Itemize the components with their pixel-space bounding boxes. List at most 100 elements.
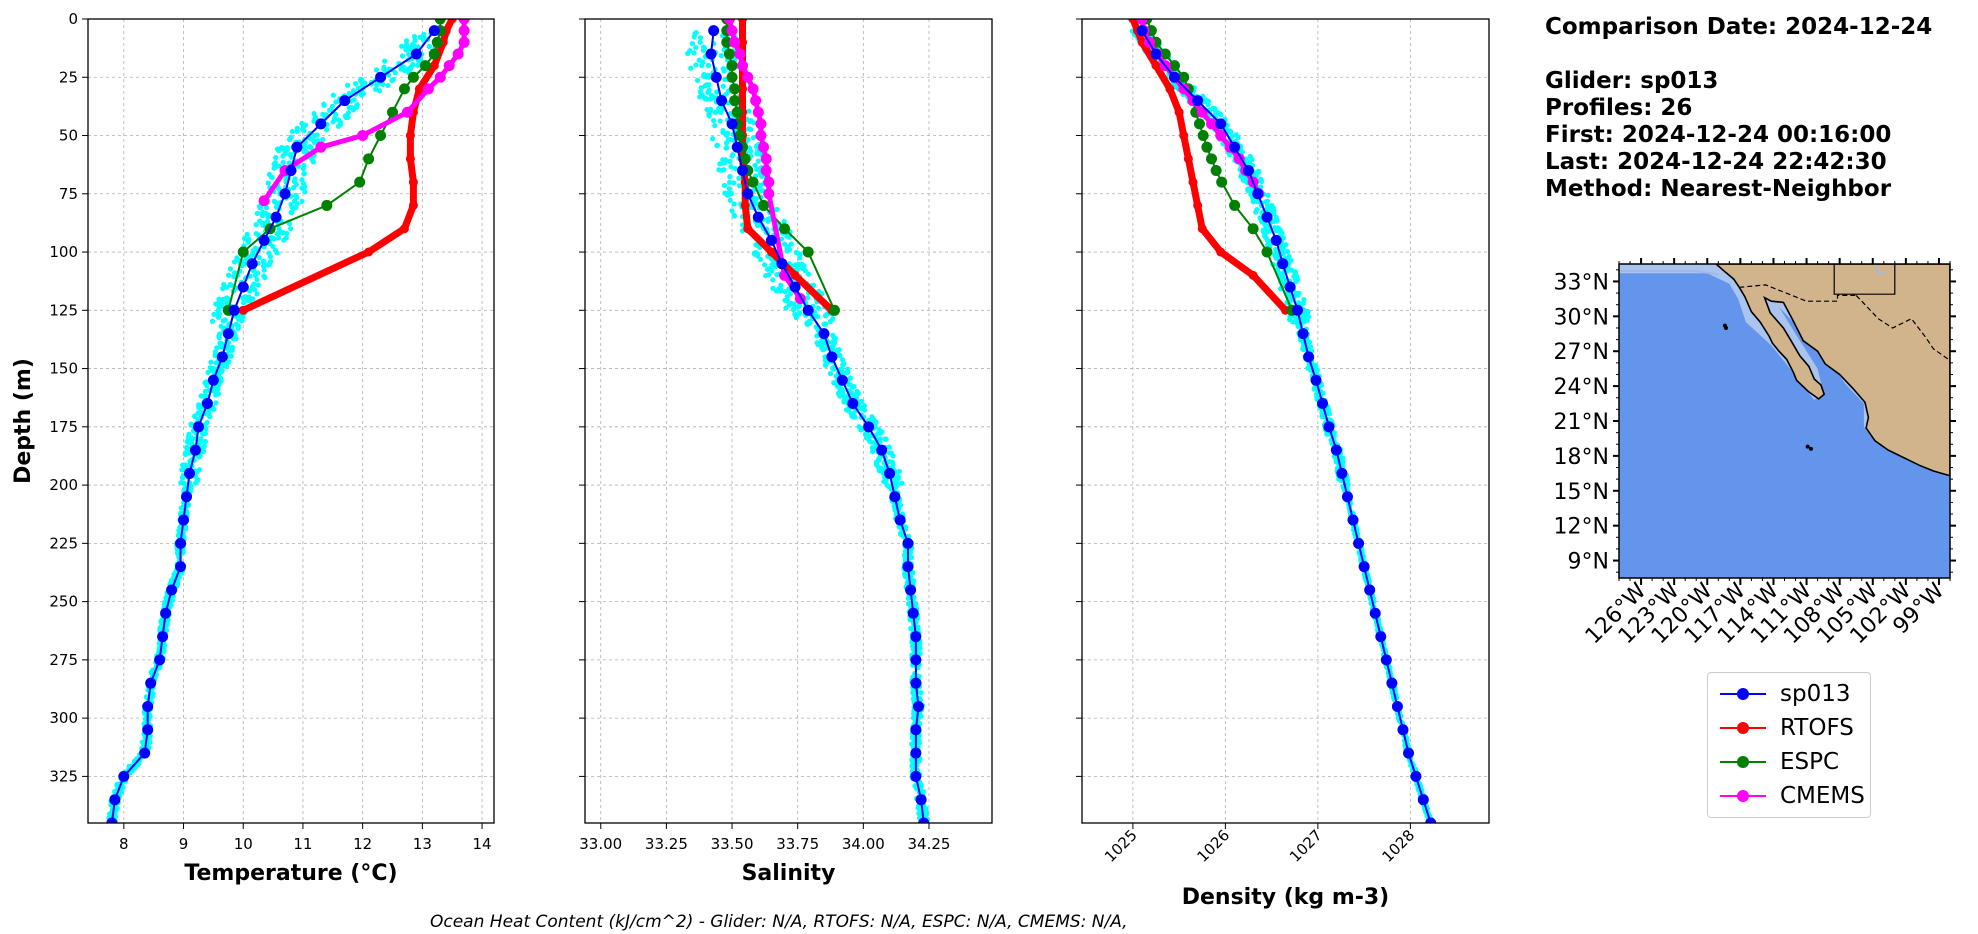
glider-profile-point bbox=[284, 230, 290, 237]
glider-profile-point bbox=[330, 92, 336, 98]
glider-profile-point bbox=[839, 357, 846, 363]
glider-profile-point bbox=[1301, 313, 1307, 319]
series-point-sp013 bbox=[847, 398, 859, 410]
glider-profile-point bbox=[193, 480, 199, 486]
series-point-cmems bbox=[357, 130, 369, 142]
glider-profile-point bbox=[294, 194, 300, 200]
glider-profile-point bbox=[273, 154, 279, 161]
glider-profile-point bbox=[273, 204, 280, 210]
series-point-cmems bbox=[434, 71, 446, 83]
plot-area bbox=[106, 19, 470, 823]
glider-profile-point bbox=[256, 254, 262, 261]
glider-profile-point bbox=[288, 154, 294, 160]
series-point-sp013 bbox=[910, 724, 922, 736]
glider-profile-point bbox=[382, 58, 388, 64]
series-point-espc bbox=[1201, 141, 1213, 153]
series-point-espc bbox=[802, 246, 814, 258]
glider-profile-point bbox=[212, 352, 218, 359]
glider-profile-point bbox=[203, 426, 209, 432]
glider-profile-point bbox=[398, 66, 404, 72]
series-point-sp013 bbox=[1136, 25, 1148, 37]
glider-profile-point bbox=[706, 74, 712, 80]
glider-profile-point bbox=[916, 740, 923, 746]
series-point-sp013 bbox=[1292, 304, 1304, 316]
glider-profile-point bbox=[847, 382, 853, 388]
glider-profile-point bbox=[196, 454, 202, 460]
glider-profile-point bbox=[266, 171, 272, 177]
series-point-sp013 bbox=[175, 561, 187, 573]
series-point-espc bbox=[1193, 118, 1205, 130]
glider-profile-point bbox=[198, 393, 204, 399]
series-point-sp013 bbox=[836, 374, 848, 386]
state-border bbox=[1833, 264, 1896, 295]
series-point-sp013 bbox=[910, 677, 922, 689]
profile-count: Profiles: 26 bbox=[1545, 95, 1693, 121]
glider-profile-point bbox=[164, 622, 170, 628]
glider-profile-point bbox=[192, 413, 198, 419]
glider-profile-point bbox=[1205, 98, 1212, 104]
glider-profile-point bbox=[753, 242, 759, 248]
glider-profile-point bbox=[320, 136, 326, 143]
series-point-rtofs bbox=[740, 200, 750, 210]
glider-profile-point bbox=[796, 303, 803, 309]
series-point-sp013 bbox=[752, 211, 764, 223]
series-point-sp013 bbox=[1391, 700, 1403, 712]
glider-profile-point bbox=[1258, 178, 1265, 184]
glider-profile-point bbox=[1314, 367, 1320, 373]
glider-profile-point bbox=[774, 272, 780, 278]
glider-profile-point bbox=[349, 105, 355, 111]
glider-profile-point bbox=[217, 340, 223, 346]
glider-profile-point bbox=[705, 89, 711, 95]
series-point-cmems bbox=[755, 118, 767, 130]
glider-profile-point bbox=[915, 805, 921, 811]
series-point-espc bbox=[419, 60, 431, 72]
glider-profile-point bbox=[877, 436, 883, 442]
glider-profile-point bbox=[907, 549, 914, 556]
glider-profile-point bbox=[730, 151, 736, 158]
series-point-espc bbox=[428, 48, 440, 60]
series-point-sp013 bbox=[157, 631, 169, 643]
glider-profile-point bbox=[814, 340, 820, 346]
series-point-cmems bbox=[760, 164, 772, 176]
lat-tick-label: 12°N bbox=[1554, 515, 1609, 540]
series-point-espc bbox=[375, 130, 387, 142]
glider-profile-point bbox=[233, 335, 239, 342]
glider-profile-point bbox=[376, 88, 383, 94]
glider-profile-point bbox=[301, 171, 307, 177]
legend-item-cmems: CMEMS bbox=[1718, 781, 1865, 811]
glider-profile-point bbox=[693, 45, 699, 51]
glider-profile-point bbox=[239, 318, 245, 324]
series-point-sp013 bbox=[902, 537, 914, 549]
series-point-sp013 bbox=[1215, 118, 1227, 130]
glider-profile-point bbox=[272, 159, 279, 166]
legend-label: RTOFS bbox=[1780, 715, 1854, 741]
glider-profile-point bbox=[314, 132, 320, 138]
glider-profile-point bbox=[252, 286, 258, 293]
series-point-cmems bbox=[1196, 106, 1208, 118]
glider-profile-point bbox=[271, 165, 277, 171]
glider-profile-point bbox=[844, 370, 850, 376]
glider-profile-point bbox=[276, 163, 282, 169]
glider-profile-point bbox=[1300, 300, 1306, 306]
lat-tick-label: 18°N bbox=[1554, 445, 1609, 470]
series-point-espc bbox=[407, 71, 419, 83]
glider-profile-point bbox=[725, 130, 731, 136]
series-point-espc bbox=[758, 199, 770, 211]
glider-profile-point bbox=[333, 99, 339, 105]
glider-profile-point bbox=[335, 123, 342, 129]
glider-profile-point bbox=[280, 159, 286, 165]
series-point-rtofs bbox=[414, 84, 424, 94]
series-point-sp013 bbox=[339, 95, 351, 107]
glider-profile-point bbox=[712, 122, 718, 129]
glider-profile-point bbox=[1257, 215, 1263, 221]
series-point-espc bbox=[734, 130, 746, 142]
glider-profile-point bbox=[805, 295, 811, 301]
glider-profile-point bbox=[1254, 198, 1260, 205]
glider-profile-point bbox=[202, 388, 208, 394]
series-point-sp013 bbox=[910, 770, 922, 782]
glider-profile-point bbox=[917, 720, 923, 727]
series-point-sp013 bbox=[726, 118, 738, 130]
series-point-sp013 bbox=[175, 537, 187, 549]
glider-profile-point bbox=[1274, 218, 1280, 224]
glider-profile-point bbox=[692, 31, 698, 37]
